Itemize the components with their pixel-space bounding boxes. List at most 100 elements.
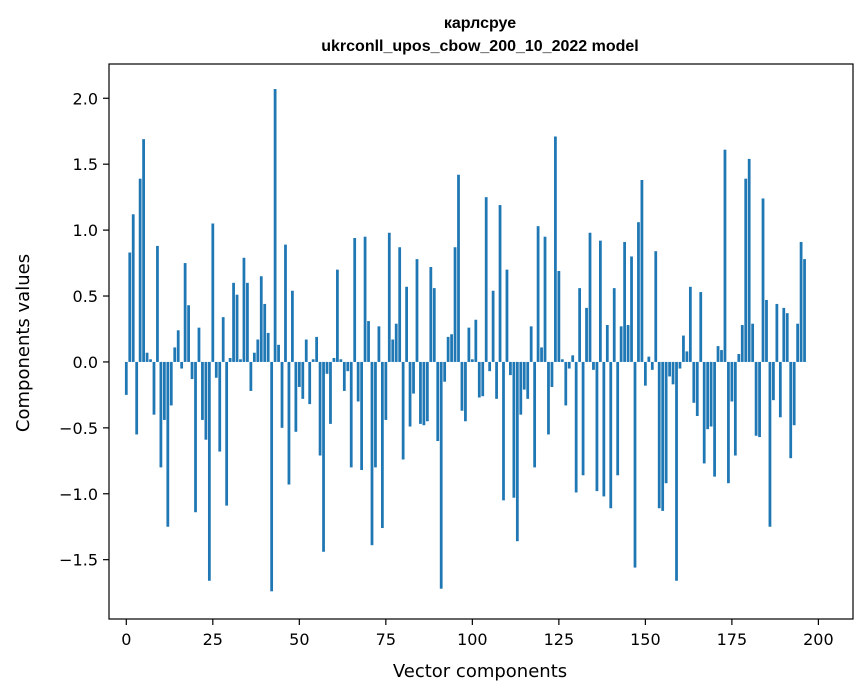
bar-76 (387, 232, 391, 362)
bar-1 (128, 252, 132, 362)
bar-99 (467, 327, 471, 362)
y-tick-label: −0.5 (59, 419, 98, 438)
bar-171 (716, 346, 720, 362)
bar-92 (443, 361, 447, 382)
bar-4 (138, 178, 142, 362)
bar-94 (450, 334, 453, 362)
bar-33 (239, 359, 242, 362)
bar-68 (360, 361, 363, 471)
bar-131 (578, 288, 582, 362)
bar-115 (522, 361, 526, 390)
bar-35 (246, 282, 249, 362)
bar-90 (436, 361, 440, 442)
bar-16 (180, 361, 184, 369)
bar-18 (187, 305, 190, 362)
bar-175 (730, 361, 734, 402)
x-tick-label: 200 (803, 630, 834, 649)
bar-189 (778, 361, 782, 418)
bar-133 (585, 307, 588, 362)
bar-41 (266, 332, 270, 362)
bar-10 (159, 361, 163, 468)
bar-119 (536, 226, 540, 362)
bar-56 (318, 361, 322, 456)
bar-69 (363, 236, 367, 362)
x-tick-label: 125 (544, 630, 575, 649)
bar-114 (519, 361, 523, 415)
y-axis-ticks: −1.5 −1.0 −0.5 0.0 0.5 1.0 1.5 2.0 (59, 89, 109, 570)
bar-179 (744, 178, 748, 362)
bar-103 (481, 361, 485, 397)
bar-49 (294, 361, 298, 432)
bar-55 (315, 336, 319, 362)
bar-129 (571, 355, 575, 362)
bar-180 (747, 158, 751, 362)
bar-101 (474, 319, 478, 362)
bar-9 (156, 245, 159, 362)
bar-14 (173, 347, 177, 362)
bar-166 (699, 292, 703, 362)
bar-53 (308, 361, 312, 405)
bar-174 (727, 361, 730, 484)
bar-26 (214, 361, 218, 378)
bar-85 (419, 361, 422, 424)
bar-47 (287, 361, 291, 485)
bar-98 (464, 361, 467, 422)
y-tick-label: 1.0 (73, 221, 98, 240)
bar-187 (772, 361, 775, 401)
bar-126 (560, 359, 564, 362)
bar-151 (647, 356, 651, 362)
bar-50 (297, 361, 301, 387)
bar-139 (605, 325, 609, 362)
bar-45 (280, 361, 284, 428)
bar-3 (135, 361, 139, 435)
bar-170 (713, 361, 716, 477)
bar-159 (675, 361, 678, 581)
bar-177 (737, 354, 741, 362)
bar-86 (422, 361, 426, 426)
bar-185 (765, 299, 768, 362)
bar-32 (235, 294, 239, 362)
bar-44 (277, 344, 280, 362)
bar-124 (554, 136, 557, 362)
bar-54 (311, 359, 315, 362)
bar-78 (394, 323, 398, 362)
bar-79 (398, 247, 402, 362)
bar-77 (391, 339, 395, 362)
y-tick-label: 2.0 (73, 89, 98, 108)
bar-141 (612, 288, 616, 362)
bar-31 (232, 282, 235, 362)
bar-93 (446, 336, 450, 362)
y-tick-label: 0.0 (73, 353, 98, 372)
y-tick-label: 1.5 (73, 155, 98, 174)
bar-118 (533, 361, 537, 468)
bar-102 (477, 361, 481, 398)
bar-128 (567, 361, 571, 369)
bar-66 (353, 238, 357, 362)
chart-subtitle: ukrconll_upos_cbow_200_10_2022 model (321, 38, 638, 55)
bar-89 (432, 288, 436, 362)
bar-193 (792, 361, 796, 426)
bar-36 (249, 361, 253, 391)
bar-57 (322, 361, 325, 552)
chart-title: карлсруе (444, 15, 516, 32)
bar-117 (529, 326, 533, 362)
bar-87 (425, 361, 429, 422)
bar-191 (785, 313, 789, 362)
bar-75 (384, 361, 388, 420)
x-tick-label: 150 (630, 630, 661, 649)
bar-107 (495, 361, 498, 399)
bar-62 (339, 359, 343, 362)
bar-173 (723, 149, 727, 362)
bar-40 (263, 303, 267, 362)
bar-190 (782, 307, 786, 362)
y-tick-label: −1.0 (59, 485, 98, 504)
bar-153 (654, 251, 658, 362)
bar-52 (304, 339, 308, 362)
bar-109 (502, 361, 505, 501)
bar-157 (668, 361, 671, 377)
bar-65 (349, 361, 353, 468)
bar-64 (346, 361, 350, 372)
bar-147 (633, 361, 637, 568)
bar-8 (152, 361, 156, 415)
